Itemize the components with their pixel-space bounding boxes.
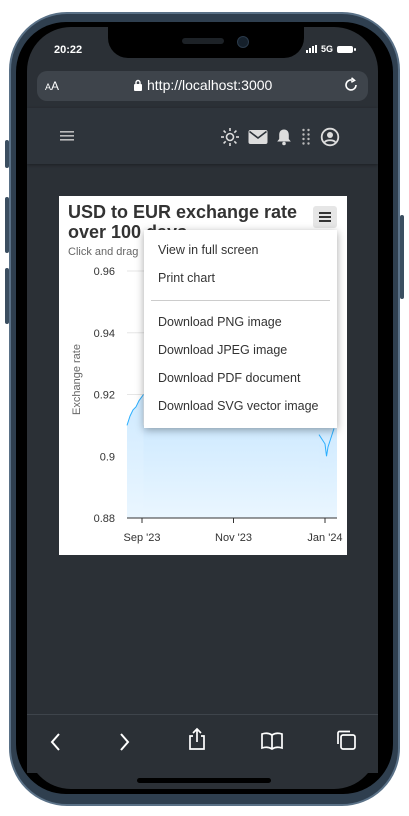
mute-switch (5, 140, 9, 168)
forward-icon[interactable] (117, 731, 131, 753)
menu-separator (151, 300, 330, 301)
app-header (27, 108, 378, 164)
menu-icon[interactable] (60, 130, 74, 142)
x-tick-label: Nov '23 (215, 532, 252, 544)
text-size-button[interactable]: AA (45, 79, 60, 93)
chart-subtitle: Click and drag (68, 246, 139, 258)
series-line (318, 428, 335, 457)
menu-download-jpeg[interactable]: Download JPEG image (158, 343, 288, 357)
mail-icon[interactable] (248, 129, 268, 145)
y-tick-label: 0.94 (94, 328, 115, 340)
status-indicators: 5G (306, 44, 357, 54)
battery-icon (337, 45, 357, 53)
address-bar[interactable]: AA http://localhost:3000 (37, 71, 368, 101)
x-tick-label: Jan '24 (307, 532, 342, 544)
account-icon[interactable] (320, 127, 340, 147)
chart-context-menu: View in full screen Print chart Download… (144, 230, 337, 428)
y-tick-label: 0.96 (94, 266, 115, 278)
url-text: http://localhost:3000 (147, 77, 273, 93)
bell-icon[interactable] (276, 128, 292, 146)
url-display[interactable]: http://localhost:3000 (133, 77, 272, 93)
network-label: 5G (321, 44, 334, 54)
header-actions (220, 127, 340, 147)
y-tick-label: 0.88 (94, 513, 115, 525)
apps-icon[interactable] (300, 128, 312, 146)
back-icon[interactable] (49, 731, 63, 753)
menu-print-chart[interactable]: Print chart (158, 271, 215, 285)
y-tick-label: 0.92 (94, 390, 115, 402)
home-indicator[interactable] (137, 778, 271, 783)
speaker (182, 38, 224, 44)
x-tick-label: Sep '23 (124, 532, 161, 544)
status-time: 20:22 (54, 44, 83, 56)
lock-icon (134, 79, 142, 91)
signal-icon (306, 45, 317, 53)
area-fill (127, 425, 337, 518)
menu-view-full-screen[interactable]: View in full screen (158, 243, 259, 257)
menu-download-pdf[interactable]: Download PDF document (158, 371, 301, 385)
menu-download-svg[interactable]: Download SVG vector image (158, 399, 319, 413)
chart-menu-button[interactable] (313, 206, 337, 228)
series-line (126, 394, 144, 426)
y-tick-label: 0.9 (100, 451, 115, 463)
volume-up-button (5, 197, 9, 253)
series-area (319, 428, 334, 518)
chart-plot[interactable]: 0.96 0.94 0.92 0.9 0.88 Sep '23 Nov '23 Jan '24… (59, 196, 347, 555)
share-icon[interactable] (187, 727, 207, 751)
tabs-icon[interactable] (335, 729, 357, 751)
browser-toolbar (27, 714, 378, 773)
y-axis-title: Exchange rate (71, 344, 83, 415)
menu-download-png[interactable]: Download PNG image (158, 315, 282, 329)
reload-icon[interactable] (342, 76, 360, 94)
series-area (127, 394, 144, 518)
front-camera (237, 36, 249, 48)
volume-down-button (5, 268, 9, 324)
sun-icon[interactable] (220, 127, 240, 147)
bookmarks-icon[interactable] (260, 731, 284, 751)
power-button (400, 215, 404, 299)
